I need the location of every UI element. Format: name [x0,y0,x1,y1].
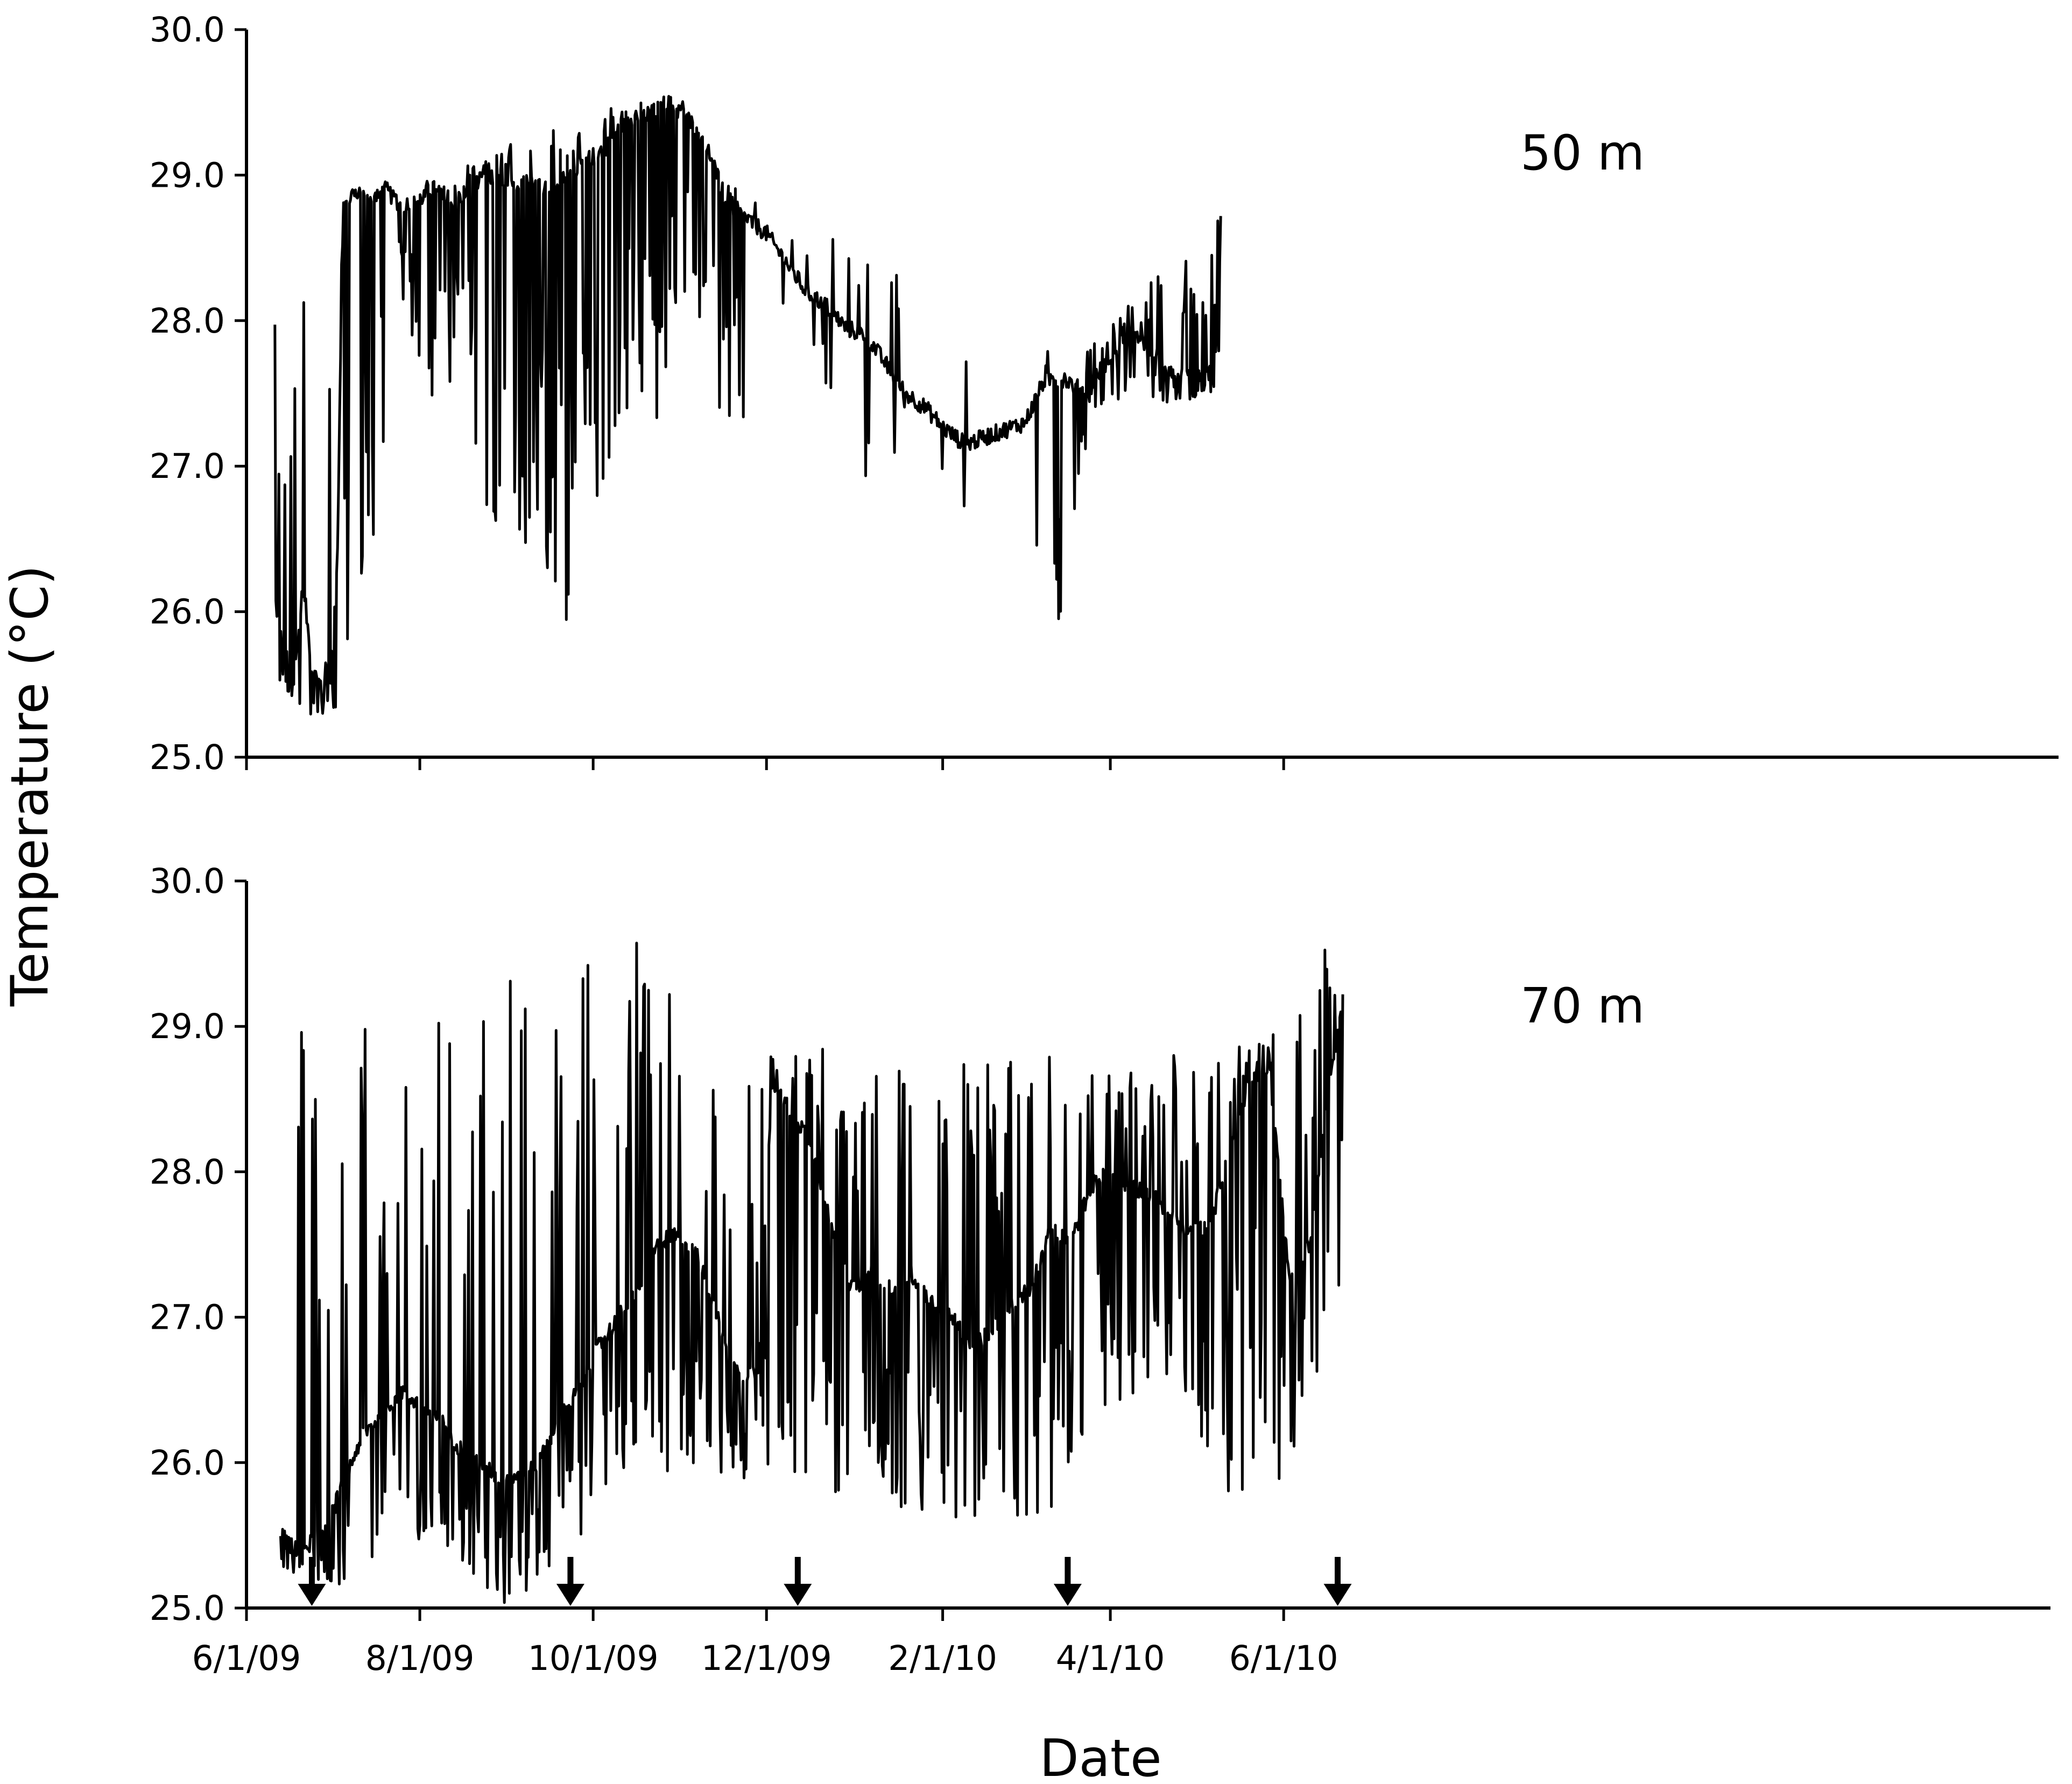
panel-50m: 25.0 26.0 27.0 28.0 29.0 30.0 50 m [150,10,2059,777]
y-tick-label: 30.0 [150,862,225,901]
x-tick-label: 6/1/09 [192,1639,301,1678]
panel-70m-ticks: 25.0 26.0 27.0 28.0 29.0 30.0 [150,862,1285,1628]
y-tick-label: 26.0 [150,1443,225,1483]
y-tick-label: 26.0 [150,593,225,632]
x-tick-label: 6/1/10 [1229,1639,1338,1678]
panel-50m-temperature-line [273,95,1222,716]
panel-70m: 25.0 26.0 27.0 28.0 29.0 30.0 70 m 6/1/09 8/1/… [150,862,2050,1678]
y-tick-label: 25.0 [150,738,225,777]
y-tick-label: 25.0 [150,1589,225,1628]
y-tick-label: 30.0 [150,10,225,50]
arrow-marker [784,1557,812,1606]
y-tick-label: 27.0 [150,1298,225,1337]
arrow-marker [556,1557,584,1606]
x-axis-title: Date [1039,1729,1161,1784]
x-tick-label: 8/1/09 [365,1639,475,1678]
panel-70m-arrows [298,1557,1352,1606]
arrow-marker [298,1557,326,1606]
y-tick-label: 28.0 [150,1152,225,1191]
y-tick-label: 27.0 [150,447,225,486]
x-tick-label: 10/1/09 [528,1639,659,1678]
x-tick-labels: 6/1/09 8/1/09 10/1/09 12/1/09 2/1/10 4/1/10 6/… [192,1639,1338,1678]
x-tick-label: 4/1/10 [1056,1639,1165,1678]
panel-50m-label: 50 m [1520,125,1645,181]
y-tick-label: 28.0 [150,301,225,341]
arrow-marker [1053,1557,1082,1606]
x-tick-label: 2/1/10 [888,1639,997,1678]
y-tick-label: 29.0 [150,1007,225,1046]
y-axis-title: Temperature (°C) [1,565,60,1007]
panel-70m-temperature-line [279,941,1344,1604]
panel-50m-ticks: 25.0 26.0 27.0 28.0 29.0 30.0 [150,10,1285,777]
y-tick-label: 29.0 [150,156,225,195]
panel-70m-label: 70 m [1520,978,1645,1034]
arrow-marker [1323,1557,1352,1606]
x-tick-label: 12/1/09 [701,1639,832,1678]
